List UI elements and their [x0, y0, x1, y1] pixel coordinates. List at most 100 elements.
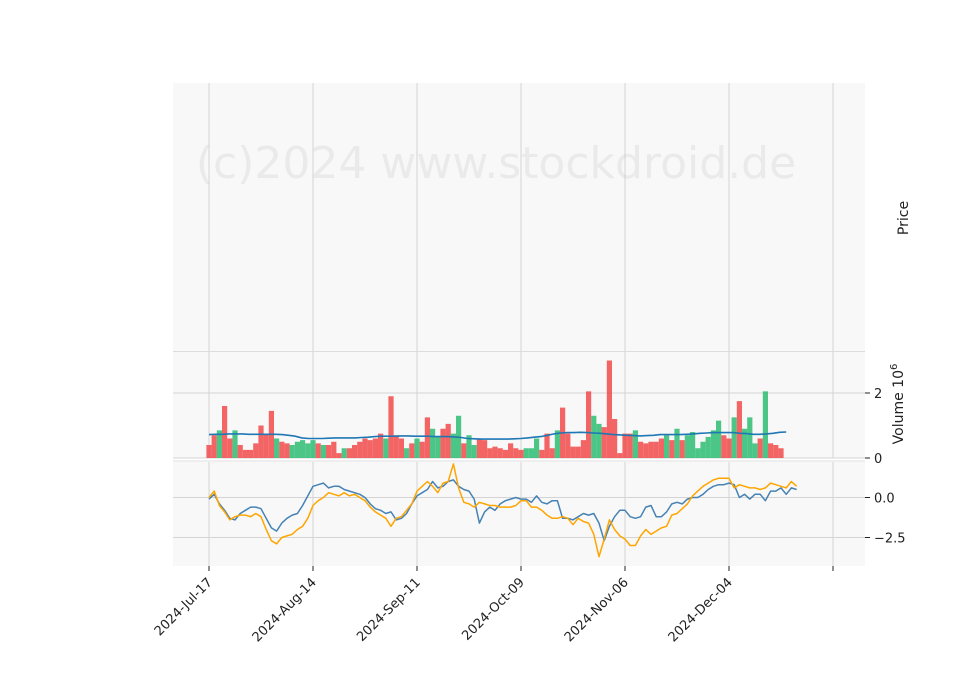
- volume-bar-down: [544, 433, 550, 458]
- volume-bar-down: [627, 433, 633, 458]
- volume-bar-down: [445, 423, 451, 458]
- volume-bar-down: [237, 445, 243, 458]
- volume-bar-up: [404, 448, 410, 458]
- oscillator-y-tick-label: 0.0: [874, 492, 895, 507]
- volume-bar-down: [669, 440, 675, 458]
- volume-bar-down: [617, 453, 623, 458]
- volume-bar-down: [461, 443, 467, 458]
- x-tick-label: 2024-Nov-06: [562, 575, 632, 645]
- volume-bar-up: [710, 430, 716, 458]
- price-axis-label: Price: [896, 201, 912, 235]
- volume-bar-down: [336, 453, 342, 458]
- volume-bar-up: [294, 441, 300, 458]
- volume-bar-up: [731, 417, 737, 458]
- volume-bar-down: [284, 443, 290, 458]
- volume-axis-label: Volume 106: [889, 364, 907, 445]
- x-tick-label: 2024-Oct-09: [459, 575, 527, 643]
- volume-bar-down: [409, 443, 415, 458]
- oscillator-line-blue: [208, 479, 797, 542]
- volume-bar-up: [305, 443, 311, 458]
- volume-bar-up: [471, 445, 477, 458]
- volume-bar-down: [263, 433, 269, 458]
- volume-bar-down: [315, 443, 321, 458]
- volume-axis-label-text: Volume 10: [891, 370, 907, 444]
- volume-bar-down: [778, 448, 784, 458]
- volume-bar-down: [248, 449, 254, 458]
- volume-bar-up: [274, 438, 280, 458]
- volume-bar-up: [690, 432, 696, 458]
- volume-bar-up: [383, 438, 389, 458]
- volume-bar-down: [482, 440, 488, 458]
- volume-bar-up: [762, 391, 768, 458]
- volume-bar-up: [742, 428, 748, 458]
- volume-bar-down: [279, 441, 285, 458]
- volume-bar-up: [684, 435, 690, 458]
- volume-bar-down: [570, 446, 576, 458]
- volume-bar-down: [362, 438, 368, 458]
- volume-bar-down: [773, 445, 779, 458]
- volume-bar-up: [216, 430, 222, 458]
- volume-bar-down: [440, 428, 446, 458]
- volume-bar-up: [716, 420, 722, 458]
- volume-bar-up: [523, 448, 529, 458]
- volume-bar-down: [513, 448, 519, 458]
- volume-bar-up: [705, 436, 711, 458]
- volume-bar-up: [664, 435, 670, 458]
- volume-bar-down: [565, 433, 571, 458]
- volume-bar-up: [695, 448, 701, 458]
- volume-y-tick-label: 2: [874, 387, 882, 402]
- volume-bar-down: [768, 443, 774, 458]
- volume-bar-up: [528, 448, 534, 458]
- x-tick-label: 2024-Jul-17: [152, 575, 216, 639]
- volume-bar-down: [206, 445, 212, 458]
- watermark: (c)2024 www.stockdroid.de: [196, 138, 796, 189]
- volume-bar-up: [289, 445, 295, 458]
- volume-bar-down: [638, 441, 644, 458]
- volume-bar-up: [747, 417, 753, 458]
- volume-bar-down: [346, 448, 352, 458]
- volume-axis-exponent: 6: [889, 364, 900, 370]
- volume-bar-down: [679, 440, 685, 458]
- volume-bar-down: [253, 443, 259, 458]
- volume-bar-up: [466, 435, 472, 458]
- volume-bar-down: [508, 443, 514, 458]
- volume-bar-down: [211, 435, 217, 458]
- volume-bar-down: [476, 438, 482, 458]
- volume-bar-up: [450, 433, 456, 458]
- volume-bar-up: [632, 430, 638, 458]
- volume-bar-down: [757, 438, 763, 458]
- volume-bar-down: [502, 449, 508, 458]
- volume-bar-down: [643, 443, 649, 458]
- volume-bar-up: [430, 428, 436, 458]
- volume-bar-down: [367, 440, 373, 458]
- volume-bar-down: [258, 425, 264, 458]
- volume-bar-down: [352, 445, 358, 458]
- volume-bar-down: [331, 441, 337, 458]
- x-tick-label: 2024-Aug-14: [250, 575, 320, 645]
- volume-ma-line: [208, 431, 787, 440]
- volume-bar-down: [653, 441, 659, 458]
- volume-bar-up: [310, 440, 316, 458]
- volume-bar-down: [575, 446, 581, 458]
- volume-bar-down: [612, 419, 618, 458]
- volume-bar-down: [622, 433, 628, 458]
- oscillator-panel-bg: [173, 462, 865, 566]
- volume-bar-down: [357, 441, 363, 458]
- volume-bar-down: [372, 438, 378, 458]
- volume-bar-down: [721, 435, 727, 458]
- volume-bar-down: [549, 448, 555, 458]
- volume-bar-down: [580, 440, 586, 458]
- volume-bar-down: [648, 441, 654, 458]
- volume-bar-down: [487, 448, 493, 458]
- volume-bar-down: [398, 438, 404, 458]
- volume-bar-down: [419, 441, 425, 458]
- volume-bar-down: [601, 427, 607, 458]
- volume-bar-up: [232, 430, 238, 458]
- volume-bar-down: [736, 401, 742, 458]
- volume-bar-up: [591, 415, 597, 458]
- volume-bar-up: [341, 448, 347, 458]
- volume-bar-down: [726, 438, 732, 458]
- volume-bar-down: [424, 417, 430, 458]
- volume-bar-up: [674, 428, 680, 458]
